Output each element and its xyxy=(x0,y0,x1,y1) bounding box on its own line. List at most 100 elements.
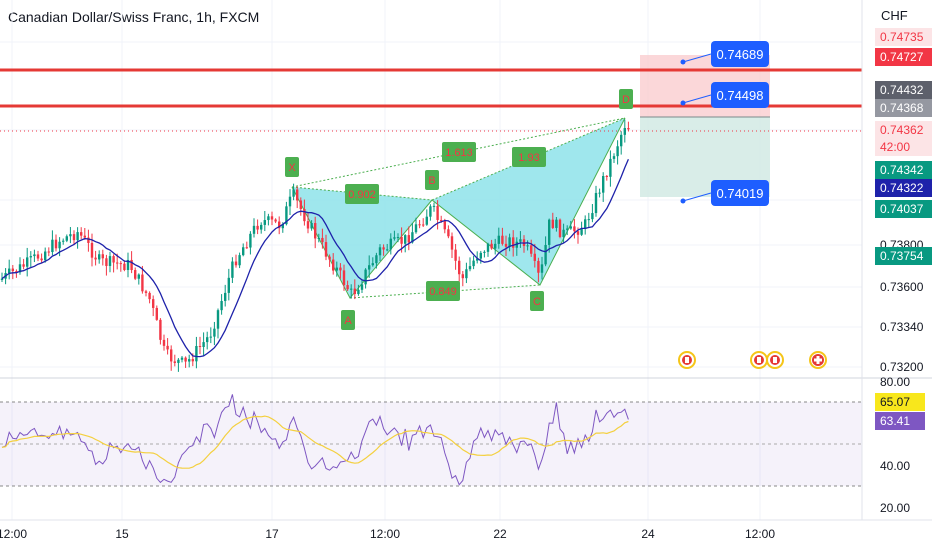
candle xyxy=(623,119,626,143)
candle xyxy=(274,218,277,224)
chart-title: Canadian Dollar/Swiss Franc, 1h, FXCM xyxy=(8,9,260,25)
candle xyxy=(47,247,50,257)
pattern-ratio-label[interactable]: 0.902 xyxy=(345,184,379,204)
candle xyxy=(51,230,54,256)
canada-flag-icon[interactable] xyxy=(766,351,784,369)
candle xyxy=(375,252,378,269)
candle xyxy=(548,218,551,253)
candle xyxy=(519,231,522,248)
candle xyxy=(314,216,317,249)
candle xyxy=(198,336,202,355)
candle xyxy=(364,268,367,289)
pattern-ratio-label[interactable]: 1.613 xyxy=(442,142,476,162)
candle xyxy=(429,204,432,221)
rsi-tag: 65.07 xyxy=(875,393,925,411)
rsi-tag-label: 65.07 xyxy=(880,395,910,409)
pattern-labels: X A B C D 0.902 1.613 0.849 1.93 xyxy=(285,89,633,330)
candle xyxy=(58,237,61,257)
candle xyxy=(188,354,191,368)
pattern-ratio-label[interactable]: 0.849 xyxy=(426,281,460,301)
pattern-xab[interactable] xyxy=(292,187,432,298)
candle xyxy=(404,234,407,253)
price-callout-label: 0.74019 xyxy=(717,186,764,201)
candle xyxy=(40,253,43,264)
candle xyxy=(504,235,508,257)
pattern-point-label[interactable]: X xyxy=(285,157,299,177)
price-tick-label: 0.73600 xyxy=(880,280,924,294)
price-tag: 0.74432 xyxy=(875,81,932,99)
candle xyxy=(177,358,180,372)
candles xyxy=(0,119,630,372)
candle xyxy=(458,256,461,282)
candle xyxy=(566,225,569,236)
price-callout[interactable]: 0.74019 xyxy=(680,180,770,206)
candle xyxy=(396,233,400,243)
rsi-axis[interactable]: 80.00 40.00 20.00 65.07 63.41 xyxy=(875,375,925,515)
candle xyxy=(350,284,353,299)
candle xyxy=(357,284,360,296)
price-tag-label: 0.74362 xyxy=(880,123,924,137)
candle xyxy=(296,186,299,209)
candle xyxy=(591,204,594,223)
price-callout[interactable]: 0.74689 xyxy=(680,41,770,67)
candle xyxy=(87,229,90,252)
candle xyxy=(414,217,418,234)
time-axis[interactable]: 12:00 15 17 12:00 22 24 12:00 xyxy=(0,527,775,541)
candle xyxy=(368,255,371,278)
candle xyxy=(144,289,148,297)
candle xyxy=(105,254,108,276)
candle xyxy=(317,233,320,243)
candle xyxy=(486,242,490,257)
price-tag-label: 0.74432 xyxy=(880,83,924,97)
candle xyxy=(569,220,572,230)
candle xyxy=(332,253,335,275)
candle xyxy=(537,257,540,283)
candle xyxy=(472,255,475,270)
price-tick-label: 0.73200 xyxy=(880,360,924,374)
pattern-point-label[interactable]: A xyxy=(341,310,355,330)
candle xyxy=(148,291,151,304)
candle xyxy=(155,305,158,321)
price-callout[interactable]: 0.74498 xyxy=(680,82,770,108)
pattern-point-label[interactable]: B xyxy=(425,170,439,190)
candle xyxy=(407,226,410,251)
candle xyxy=(184,356,187,368)
price-tag-label: 0.74037 xyxy=(880,202,924,216)
candle xyxy=(152,295,155,317)
candle xyxy=(11,265,14,280)
candle xyxy=(425,209,428,226)
candle xyxy=(306,212,310,234)
swiss-flag-icon[interactable] xyxy=(809,351,827,369)
candle xyxy=(112,254,115,273)
candle xyxy=(173,354,176,367)
pattern-ratio-text: 0.902 xyxy=(348,189,376,201)
candle xyxy=(123,260,126,272)
candle xyxy=(72,230,76,246)
candle xyxy=(256,219,259,235)
price-tag-label: 0.74322 xyxy=(880,181,924,195)
candle xyxy=(533,243,536,268)
rsi-tag-label: 63.41 xyxy=(880,414,910,428)
canada-flag-icon[interactable] xyxy=(750,351,768,369)
candle xyxy=(83,227,86,240)
candle xyxy=(260,222,263,234)
candle xyxy=(15,269,18,278)
canada-flag-icon[interactable] xyxy=(678,351,696,369)
candle xyxy=(224,284,227,307)
pattern-ratio-label[interactable]: 1.93 xyxy=(512,147,546,167)
pattern-point-label[interactable]: D xyxy=(619,89,633,109)
candle xyxy=(551,212,554,230)
candle xyxy=(558,218,562,239)
pattern-point-label[interactable]: C xyxy=(530,291,544,311)
candle xyxy=(101,249,104,266)
candle xyxy=(497,227,500,249)
candle xyxy=(353,279,356,300)
candle xyxy=(587,212,590,228)
candle xyxy=(378,244,382,261)
time-tick-label: 12:00 xyxy=(0,527,27,541)
pattern-bcd[interactable] xyxy=(432,118,625,285)
candle xyxy=(479,250,482,264)
